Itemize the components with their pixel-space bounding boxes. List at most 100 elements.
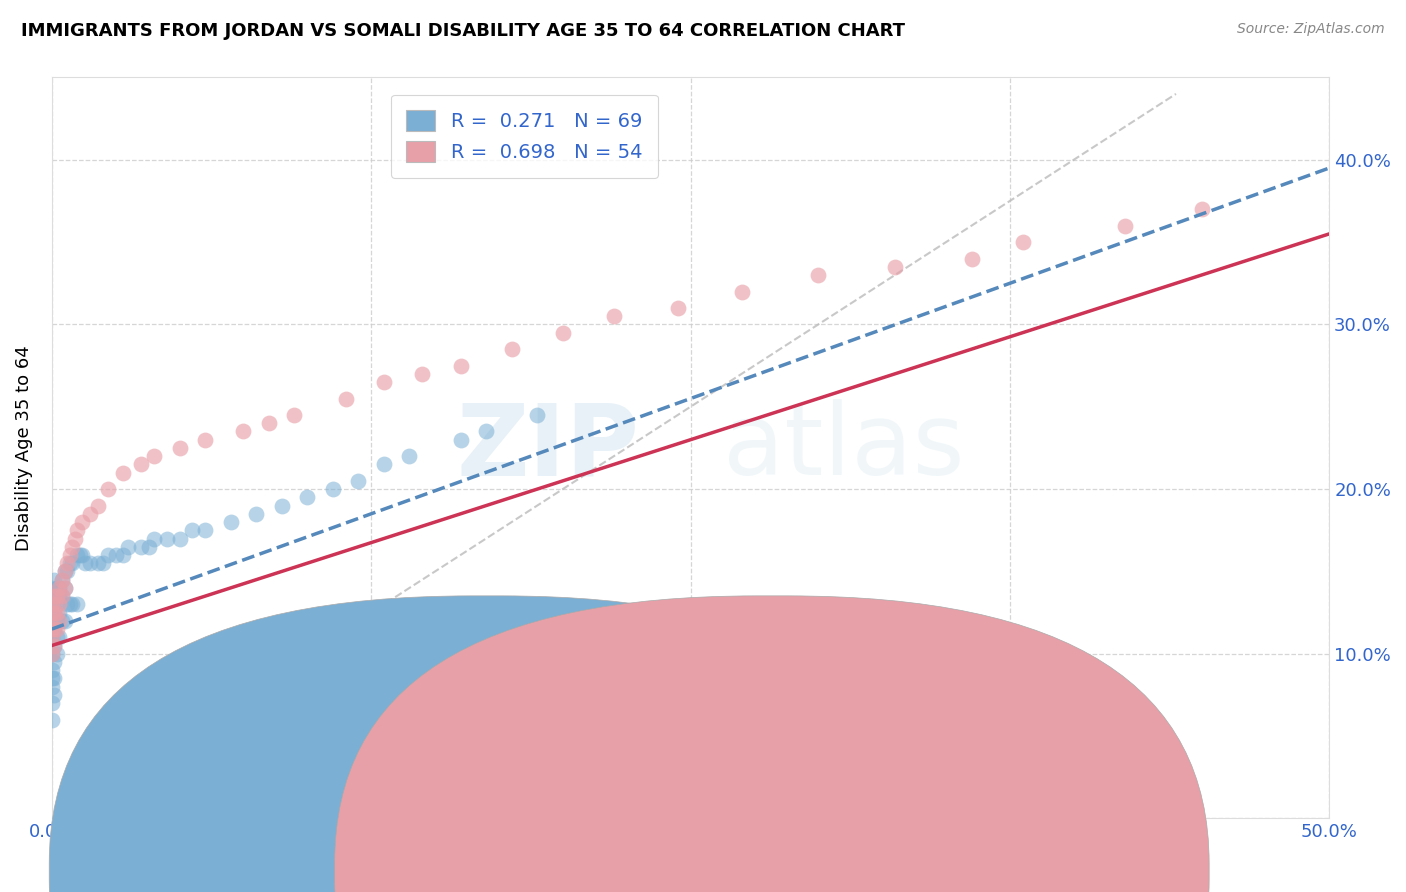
Point (142, 449, 165, 463)
Point (112, 548, 135, 562)
Text: atlas: atlas (723, 400, 965, 497)
Point (51, 589, 73, 603)
Point (45, 630, 67, 644)
Point (41, 672, 63, 686)
Point (181, 523, 204, 537)
Point (56, 556, 79, 570)
Point (63, 532, 86, 546)
Point (79, 507, 101, 521)
Point (53, 565, 76, 579)
Point (73, 556, 96, 570)
Point (41, 663, 63, 677)
Point (219, 688, 242, 702)
Text: Immigrants from Jordan: Immigrants from Jordan (485, 855, 682, 872)
Point (41, 696, 63, 710)
Point (41, 630, 63, 644)
Point (807, 268, 830, 282)
Point (142, 532, 165, 546)
Point (53, 581, 76, 595)
Point (48, 598, 70, 612)
Text: ZIP: ZIP (457, 400, 640, 497)
Point (48, 614, 70, 628)
Point (283, 408, 305, 422)
Point (156, 532, 179, 546)
Point (194, 672, 217, 686)
Point (60, 540, 83, 554)
Point (347, 474, 370, 488)
Point (53, 614, 76, 628)
Point (51, 614, 73, 628)
Point (44, 573, 66, 587)
Point (730, 285, 752, 299)
Point (45, 622, 67, 636)
Point (60, 556, 83, 570)
Point (45, 589, 67, 603)
Point (138, 540, 160, 554)
Point (66, 598, 89, 612)
Point (297, 491, 319, 505)
Point (1011, 235, 1033, 249)
Point (44, 655, 66, 669)
Point (44, 672, 66, 686)
Point (48, 606, 70, 620)
Point (551, 326, 574, 340)
Point (41, 598, 63, 612)
Point (51, 573, 73, 587)
Point (373, 375, 395, 389)
Point (69, 548, 91, 562)
Point (232, 425, 254, 439)
Point (41, 647, 63, 661)
Point (48, 581, 70, 595)
Point (66, 523, 89, 537)
Point (45, 647, 67, 661)
Point (41, 598, 63, 612)
Point (169, 532, 191, 546)
Point (169, 441, 191, 455)
Point (48, 581, 70, 595)
Point (44, 589, 66, 603)
Point (117, 540, 139, 554)
Point (41, 622, 63, 636)
Point (41, 713, 63, 727)
Point (56, 598, 79, 612)
Point (1114, 219, 1136, 233)
Point (44, 606, 66, 620)
Point (53, 565, 76, 579)
Point (411, 367, 433, 381)
Point (194, 523, 217, 537)
Point (219, 515, 242, 529)
Point (41, 614, 63, 628)
Point (41, 647, 63, 661)
Point (51, 589, 73, 603)
Point (44, 606, 66, 620)
Text: Somalis: Somalis (811, 855, 876, 872)
Point (450, 433, 472, 447)
Point (72, 515, 94, 529)
Point (45, 598, 67, 612)
Point (44, 589, 66, 603)
Point (666, 301, 689, 315)
Point (59, 548, 82, 562)
Point (48, 630, 70, 644)
Point (44, 639, 66, 653)
Point (603, 309, 626, 323)
Point (1191, 202, 1213, 217)
Text: IMMIGRANTS FROM JORDAN VS SOMALI DISABILITY AGE 35 TO 64 CORRELATION CHART: IMMIGRANTS FROM JORDAN VS SOMALI DISABIL… (21, 22, 905, 40)
Point (91, 556, 114, 570)
Point (129, 458, 152, 472)
Point (245, 507, 267, 521)
Point (41, 630, 63, 644)
Legend: R =  0.271   N = 69, R =  0.698   N = 54: R = 0.271 N = 69, R = 0.698 N = 54 (391, 95, 658, 178)
Point (112, 466, 135, 480)
Point (97, 482, 120, 496)
Point (41, 581, 63, 595)
Point (450, 359, 472, 373)
Point (44, 622, 66, 636)
Point (257, 416, 280, 430)
Point (373, 458, 395, 472)
Point (45, 614, 67, 628)
Point (44, 622, 66, 636)
Point (501, 342, 523, 356)
Point (59, 598, 82, 612)
Text: Source: ZipAtlas.com: Source: ZipAtlas.com (1237, 22, 1385, 37)
